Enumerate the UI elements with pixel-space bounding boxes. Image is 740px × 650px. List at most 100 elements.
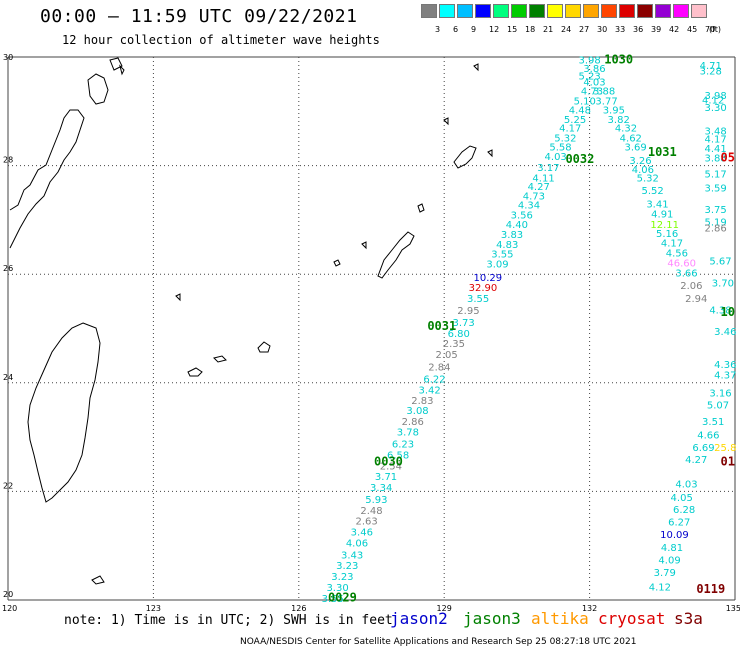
swh-value-label: 3.34 [370,483,392,494]
swh-value-label: 6.23 [392,440,414,451]
swh-value-label: 4.66 [697,430,719,441]
swh-value-label: 6.69 [692,443,714,454]
lat-tick-label: 30 [3,53,13,62]
swh-value-label: 3.83 [501,230,523,241]
track-time-label: 0029 [328,590,357,604]
legend-unit: (ft) [709,25,722,34]
swh-value-label: 3.69 [625,143,647,154]
lat-tick-label: 20 [3,590,13,599]
tokara-islet-2 [473,63,479,72]
swh-value-label: 3.42 [419,385,441,396]
track-time-label: 05 [721,150,735,164]
swh-value-label: 3.41 [646,200,668,211]
swh-value-label: 3.71 [375,472,397,483]
satellite-name: jason3 [463,609,521,628]
swh-value-label: 4.48 [569,106,591,117]
swh-value-label: 5.25 [564,115,586,126]
page-title: 00:00 – 11:59 UTC 09/22/2021 [40,6,358,27]
legend-swatch [439,4,455,18]
legend-swatch [565,4,581,18]
swh-value-label: 2.86 [402,417,424,428]
swh-value-label: 4.73 [523,191,545,202]
satellite-name: cryosat [598,609,666,628]
swh-value-label: 5.58 [549,143,571,154]
legend-label: 42 [669,25,680,34]
swh-value-label: 6.80 [448,329,470,340]
swh-value-label: 5.10 [574,96,596,107]
track-time-label: 0032 [565,152,594,166]
lon-tick-label: 135 [726,604,740,613]
swh-value-label: 4.41 [704,144,726,155]
legend-label: 21 [543,25,554,34]
swh-value-label: 5.23 [578,71,600,82]
swh-value-label: 3.17 [537,163,559,174]
swh-value-label: 5.19 [704,218,726,229]
swh-value-label: 2.48 [360,506,382,517]
legend-label: 36 [633,25,644,34]
swh-value-label: 2.84 [428,363,450,374]
page-subtitle: 12 hour collection of altimeter wave hei… [62,33,380,47]
taiwan-coastline [27,322,101,503]
swh-value-label: 4.91 [651,209,673,220]
coastlines [9,57,493,585]
swh-value-label: 4.17 [704,134,726,145]
swh-value-label: 4.11 [532,174,554,185]
swh-value-label: 4.06 [632,165,654,176]
swh-value-label: 3.75 [704,205,726,216]
track-time-label: 0030 [374,455,403,469]
swh-value-label: 3.55 [322,594,344,605]
swh-value-label: 2.95 [457,306,479,317]
swh-value-label: 5.67 [709,257,731,268]
swh-value-label: 3.78 [397,428,419,439]
okinawa-islet [333,259,341,267]
swh-value-label: 4.36 [714,360,736,371]
swh-value-label: 6.58 [387,450,409,461]
swh-value-label: 4.34 [518,201,540,212]
swh-value-label: 4.06 [346,538,368,549]
lat-tick-label: 22 [3,481,13,490]
legend-label: 39 [651,25,662,34]
legend-swatch [637,4,653,18]
legend-swatch [601,4,617,18]
axis-labels: 120 123 126 129 132 135 30 28 26 24 22 20 [2,53,740,613]
legend-swatch [511,4,527,18]
legend-label: 27 [579,25,590,34]
okinawa-island [377,231,415,279]
track-time-label: 01 [721,455,735,469]
swh-value-label: 3.30 [326,583,348,594]
swh-value-label: 12.11 [650,220,679,231]
map-grid [7,56,736,601]
legend-swatch [583,4,599,18]
legend-label: 33 [615,25,626,34]
legend-label: 30 [597,25,608,34]
swh-value-label: 4.40 [506,220,528,231]
kyushu-islet-2 [119,64,125,76]
swh-value-label: 25.8 [714,443,736,454]
yonaguni-islet [175,293,181,302]
swh-value-label: 3.16 [709,389,731,400]
lat-tick-label: 24 [3,373,13,382]
lon-tick-label: 132 [582,604,597,613]
swh-value-label: 5.16 [656,229,678,240]
satellite-name: jason2 [390,609,448,628]
swh-value-label: 3.86 [583,64,605,75]
swh-value-label: 3.59 [704,183,726,194]
swh-value-label: 3.95 [603,106,625,117]
swh-value-label: 3.51 [702,417,724,428]
swh-value-label: 3.23 [331,572,353,583]
swh-value-label: 10.09 [660,530,689,541]
legend-swatch [529,4,545,18]
swh-value-label: 2.06 [680,281,702,292]
footnote: note: 1) Time is in UTC; 2) SWH is in fe… [64,613,393,628]
swh-value-label: 3.79 [654,568,676,579]
swh-value-label: 4.27 [685,455,707,466]
swh-value-label: 2.05 [435,350,457,361]
legend-swatch [691,4,707,18]
swh-value-label: 3.43 [341,550,363,561]
swh-value-label: 3.28 [700,67,722,78]
swh-value-label: 5.52 [641,186,663,197]
swh-value-label: 4.17 [661,239,683,250]
swh-value-label: 3.55 [467,294,489,305]
swh-value-label: 4.37 [714,371,736,382]
